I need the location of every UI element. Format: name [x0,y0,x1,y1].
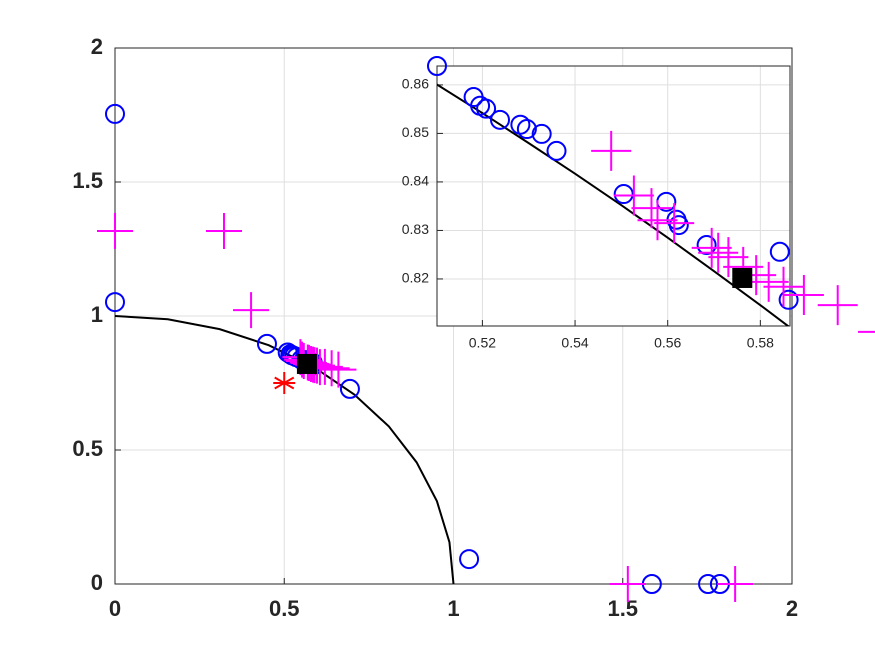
plus-marker [708,237,749,278]
x-tick-label: 1 [447,596,459,621]
circle-marker [769,241,790,262]
arc-line [115,315,455,584]
y-tick-label: 0 [91,570,103,595]
y-tick-label: 0.5 [72,436,103,461]
circle-marker [546,140,567,161]
x-tick-label: 0.58 [747,335,774,351]
circle-marker [339,378,360,399]
plus-marker [763,266,804,307]
y-tick-label: 1.5 [72,168,103,193]
y-tick-label: 0.84 [402,173,429,189]
plus-marker [654,203,695,244]
plus-marker [205,213,242,250]
x-tick-label: 0.56 [654,335,681,351]
plus-marker [313,350,350,387]
x-tick-label: 2 [786,596,798,621]
circle-marker [105,103,125,124]
circle-marker [256,333,277,354]
inset-axes: 0.52 0.54 0.56 0.58 0.82 0.83 0.84 0.85 0.86 [402,56,875,351]
circle-marker [531,123,552,144]
plus-marker [320,351,357,388]
plus-marker [698,232,739,273]
plus-marker [748,261,789,302]
circle-marker [105,292,125,313]
x-tick-label: 0.54 [561,335,588,351]
x-tick-label: 0 [109,596,121,621]
square-marker [732,267,753,288]
plus-marker [637,200,678,241]
circle-marker [778,289,799,310]
circle-marker [427,56,447,76]
circle-marker [516,119,537,140]
square-marker [296,353,317,374]
circle-marker [696,234,717,255]
y-tick-label: 0.86 [402,76,429,92]
y-tick-label: 0.82 [402,270,429,286]
plus-marker [591,130,632,171]
plus-marker [691,227,732,268]
x-tick-label: 0.5 [269,596,300,621]
plus-marker [717,566,754,602]
axes-box [436,65,791,327]
circle-marker [476,98,497,119]
y-tick-label: 1 [91,302,103,327]
circle-marker [613,184,634,205]
plus-marker [817,285,858,326]
circle-marker [698,574,719,594]
y-tick-label: 0.83 [402,221,429,237]
circle-marker [668,215,689,236]
plus-marker [609,566,646,602]
plus-marker [783,274,824,315]
plus-marker [858,330,875,333]
plus-marker [631,188,672,229]
asterisk-marker [273,372,296,394]
plus-marker [97,213,133,250]
plus-marker [233,292,270,329]
circle-marker [490,109,511,130]
circle-marker [459,549,480,570]
circle-marker [510,114,531,135]
x-tick-label: 0.52 [469,335,496,351]
y-tick-label: 2 [91,34,103,59]
y-tick-label: 0.85 [402,124,429,140]
x-tick-label: 1.5 [607,596,638,621]
